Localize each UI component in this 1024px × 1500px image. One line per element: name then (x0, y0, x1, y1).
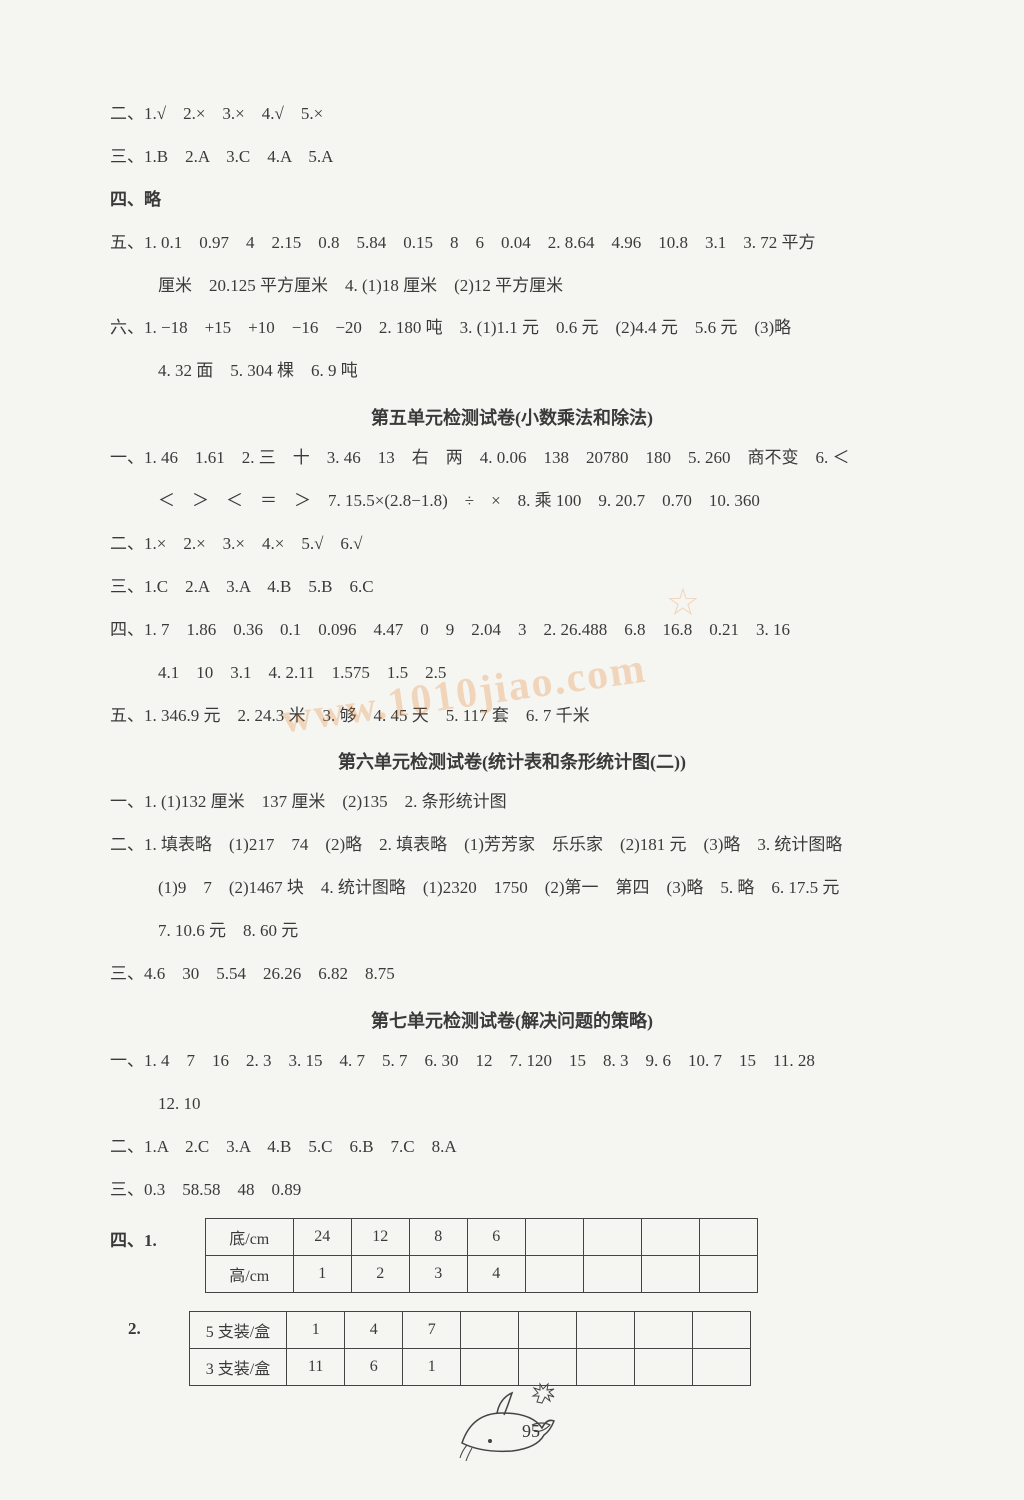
table-cell (583, 1256, 641, 1293)
table-cell: 底/cm (205, 1219, 293, 1256)
u7-line-1-2: 12. 10 (110, 1090, 914, 1119)
table-cell: 6 (467, 1219, 525, 1256)
table-cell: 5 支装/盒 (189, 1312, 286, 1349)
table-1-wrap: 四、1. 底/cm 24 12 8 6 高/cm 1 2 3 4 (110, 1218, 914, 1311)
table-cell: 3 (409, 1256, 467, 1293)
heading-unit-5: 第五单元检测试卷(小数乘法和除法) (110, 404, 914, 430)
answer-line-2-1: 二、1.√ 2.× 3.× 4.√ 5.× (110, 100, 914, 129)
u6-line-2-1: 二、1. 填表略 (1)217 74 (2)略 2. 填表略 (1)芳芳家 乐乐… (110, 831, 914, 860)
table-row: 底/cm 24 12 8 6 (205, 1219, 757, 1256)
answer-line-3-1: 三、1.B 2.A 3.C 4.A 5.A (110, 143, 914, 172)
answer-line-5-2: 厘米 20.125 平方厘米 4. (1)18 厘米 (2)12 平方厘米 (110, 272, 914, 301)
table-cell (693, 1312, 751, 1349)
page-footer (442, 1373, 582, 1468)
table-cell: 1 (293, 1256, 351, 1293)
table-cell (461, 1312, 519, 1349)
u6-line-3: 三、4.6 30 5.54 26.26 6.82 8.75 (110, 960, 914, 989)
table-cell: 2 (351, 1256, 409, 1293)
table-cell (577, 1349, 635, 1386)
table-cell: 3 支装/盒 (189, 1349, 286, 1386)
u6-line-2-3: 7. 10.6 元 8. 60 元 (110, 917, 914, 946)
table-row: 高/cm 1 2 3 4 (205, 1256, 757, 1293)
u7-line-2: 二、1.A 2.C 3.A 4.B 5.C 6.B 7.C 8.A (110, 1133, 914, 1162)
u6-line-1: 一、1. (1)132 厘米 137 厘米 (2)135 2. 条形统计图 (110, 788, 914, 817)
page-number: 95 (522, 1421, 540, 1442)
table-cell: 4 (467, 1256, 525, 1293)
table-cell (635, 1312, 693, 1349)
u7-line-3: 三、0.3 58.58 48 0.89 (110, 1176, 914, 1205)
table-2-label: 2. (128, 1319, 141, 1339)
u5-line-2: 二、1.× 2.× 3.× 4.× 5.√ 6.√ (110, 530, 914, 559)
table-cell (525, 1219, 583, 1256)
table-cell: 8 (409, 1219, 467, 1256)
table-cell: 1 (287, 1312, 345, 1349)
table-cell (635, 1349, 693, 1386)
dolphin-icon (442, 1373, 582, 1463)
table-cell (525, 1256, 583, 1293)
table-cell: 高/cm (205, 1256, 293, 1293)
u5-line-4-1: 四、1. 7 1.86 0.36 0.1 0.096 4.47 0 9 2.04… (110, 616, 914, 645)
u7-line-1-1: 一、1. 4 7 16 2. 3 3. 15 4. 7 5. 7 6. 30 1… (110, 1047, 914, 1076)
table-1-label: 四、1. (110, 1226, 157, 1251)
table-cell (699, 1219, 757, 1256)
heading-unit-7: 第七单元检测试卷(解决问题的策略) (110, 1007, 914, 1033)
table-cell (577, 1312, 635, 1349)
table-cell: 24 (293, 1219, 351, 1256)
u5-line-5: 五、1. 346.9 元 2. 24.3 米 3. 够 4. 45 天 5. 1… (110, 702, 914, 731)
table-cell (699, 1256, 757, 1293)
table-cell: 12 (351, 1219, 409, 1256)
u5-line-3: 三、1.C 2.A 3.A 4.B 5.B 6.C (110, 573, 914, 602)
table-cell (693, 1349, 751, 1386)
table-row: 5 支装/盒 1 4 7 (189, 1312, 750, 1349)
table-cell (583, 1219, 641, 1256)
answer-line-5-1: 五、1. 0.1 0.97 4 2.15 0.8 5.84 0.15 8 6 0… (110, 229, 914, 258)
u5-line-4-2: 4.1 10 3.1 4. 2.11 1.575 1.5 2.5 (110, 659, 914, 688)
table-cell: 6 (345, 1349, 403, 1386)
answer-line-6-2: 4. 32 面 5. 304 棵 6. 9 吨 (110, 357, 914, 386)
table-cell (641, 1219, 699, 1256)
u5-line-1-1: 一、1. 46 1.61 2. 三 十 3. 46 13 右 两 4. 0.06… (110, 444, 914, 473)
table-1: 底/cm 24 12 8 6 高/cm 1 2 3 4 (205, 1218, 758, 1293)
table-cell: 4 (345, 1312, 403, 1349)
table-cell (641, 1256, 699, 1293)
heading-unit-6: 第六单元检测试卷(统计表和条形统计图(二)) (110, 748, 914, 774)
table-cell: 11 (287, 1349, 345, 1386)
answer-line-6-1: 六、1. −18 +15 +10 −16 −20 2. 180 吨 3. (1)… (110, 314, 914, 343)
table-cell: 7 (403, 1312, 461, 1349)
u5-line-1-2: ＜ ＞ ＜ ＝ ＞ 7. 15.5×(2.8−1.8) ÷ × 8. 乘 100… (110, 487, 914, 516)
table-cell (519, 1312, 577, 1349)
answer-line-4: 四、略 (110, 186, 914, 215)
u6-line-2-2: (1)9 7 (2)1467 块 4. 统计图略 (1)2320 1750 (2… (110, 874, 914, 903)
